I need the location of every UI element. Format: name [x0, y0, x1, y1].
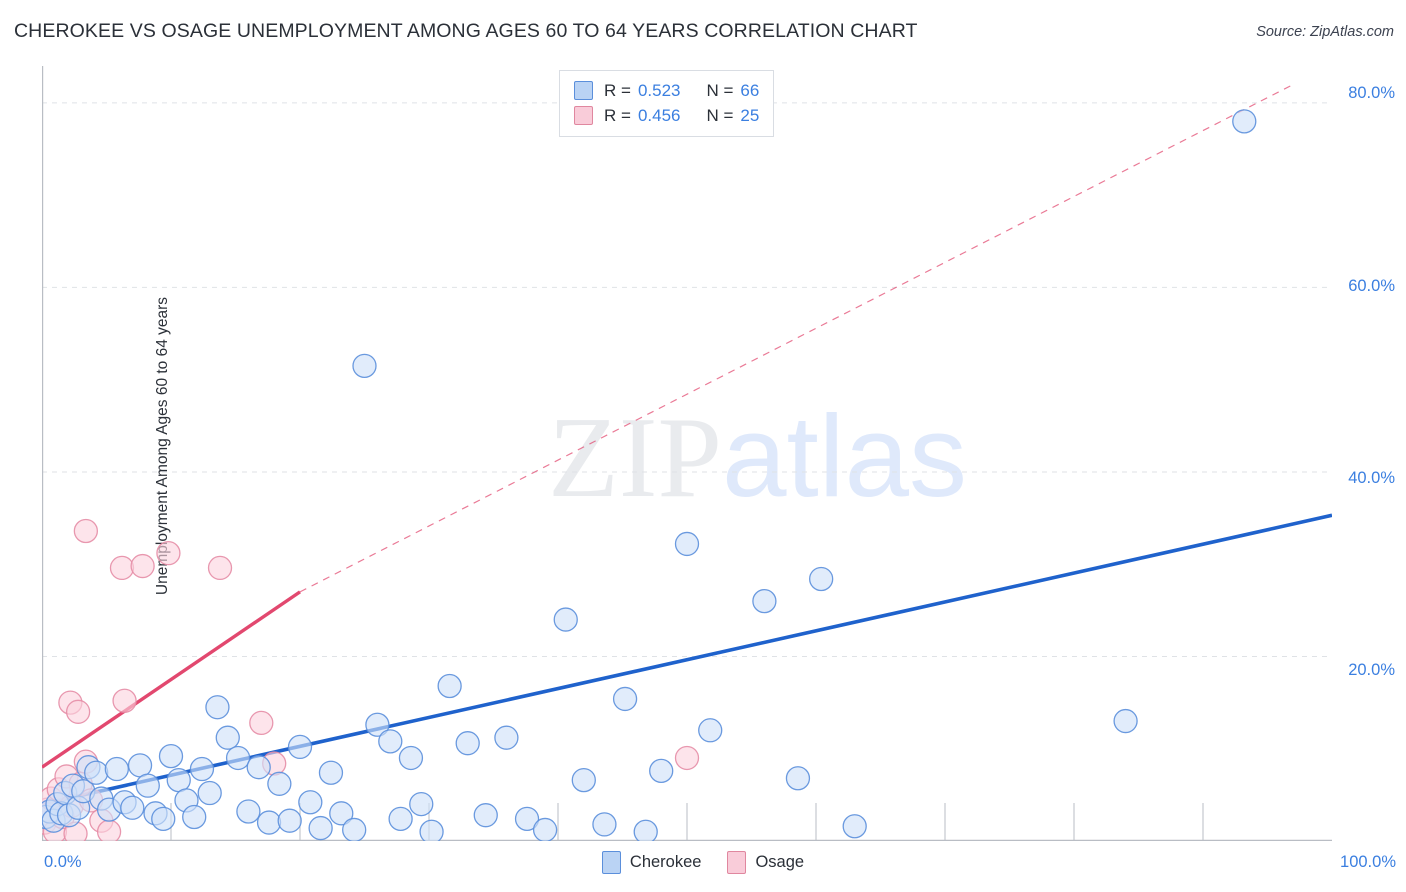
data-point: [225, 745, 251, 771]
data-point: [318, 760, 344, 785]
n-label-cherokee: N =: [706, 80, 734, 100]
n-label-osage: N =: [706, 105, 734, 125]
data-point: [352, 353, 377, 379]
data-point: [455, 731, 480, 756]
data-point: [277, 808, 302, 833]
data-point: [112, 688, 137, 713]
legend-label-cherokee: Cherokee: [629, 853, 702, 871]
data-point: [246, 755, 271, 780]
data-point: [398, 745, 424, 771]
data-point: [329, 801, 354, 826]
data-point: [130, 553, 155, 579]
cherokee-points: [42, 109, 1257, 841]
legend-item-cherokee[interactable]: Cherokee: [601, 851, 702, 874]
data-point: [215, 725, 240, 750]
data-point: [120, 795, 145, 820]
data-point: [308, 815, 333, 841]
data-point: [785, 766, 811, 791]
data-point: [674, 531, 700, 557]
y-tick-label-1: 60.0%: [1348, 277, 1395, 295]
data-point: [267, 771, 292, 796]
osage-trend-line: [42, 590, 301, 769]
data-point: [1232, 109, 1257, 134]
x-tick-label-max: 100.0%: [1340, 853, 1396, 871]
n-value-osage: 25: [740, 105, 760, 125]
trend-lines: [42, 83, 1332, 806]
data-point: [532, 817, 558, 841]
gridlines: [42, 102, 1332, 657]
data-point: [205, 695, 230, 720]
plot-area: [42, 66, 1332, 841]
data-point: [84, 760, 109, 785]
data-point: [633, 819, 658, 841]
stats-row-osage: R = 0.456 N = 25: [574, 103, 759, 128]
data-point: [437, 673, 462, 699]
data-point: [96, 819, 122, 841]
data-point: [514, 806, 540, 832]
data-point: [473, 803, 498, 828]
n-value-cherokee: 66: [740, 80, 760, 100]
data-point: [182, 804, 207, 830]
data-point: [494, 725, 519, 750]
page-title: CHEROKEE VS OSAGE UNEMPLOYMENT AMONG AGE…: [14, 20, 918, 42]
data-point: [649, 758, 674, 784]
data-point: [842, 814, 867, 839]
data-point: [388, 806, 413, 832]
osage-swatch-icon: [727, 851, 747, 874]
y-tick-label-2: 40.0%: [1348, 469, 1395, 487]
data-point: [1113, 708, 1138, 734]
data-point: [104, 756, 129, 782]
blue-swatch-icon: [574, 81, 593, 100]
data-point: [166, 767, 191, 793]
legend-label-osage: Osage: [755, 853, 805, 871]
correlation-stats-legend: R = 0.523 N = 66 R = 0.456 N = 25: [559, 70, 775, 137]
data-point: [409, 791, 434, 817]
y-tick-label-0: 80.0%: [1348, 84, 1395, 102]
data-point: [809, 566, 834, 592]
data-point: [197, 780, 222, 806]
data-point: [342, 817, 367, 841]
data-point: [378, 729, 403, 754]
data-point: [674, 745, 700, 771]
pink-swatch-icon: [574, 106, 593, 125]
r-value-osage: 0.456: [637, 105, 681, 125]
data-point: [592, 812, 617, 837]
data-point: [207, 555, 233, 581]
stats-row-cherokee: R = 0.523 N = 66: [574, 78, 759, 103]
data-point: [135, 773, 160, 798]
x-tick-label-min: 0.0%: [44, 853, 82, 871]
data-point: [365, 712, 390, 737]
r-value-cherokee: 0.523: [637, 80, 681, 100]
data-point: [553, 607, 578, 632]
legend-item-osage[interactable]: Osage: [727, 851, 804, 874]
data-point: [256, 810, 282, 835]
data-point: [109, 555, 135, 581]
data-point: [151, 806, 176, 832]
data-point: [698, 718, 723, 743]
r-label-osage: R =: [604, 105, 631, 125]
data-point: [249, 710, 274, 736]
data-point: [419, 819, 444, 841]
data-point: [287, 734, 313, 760]
data-point: [127, 753, 153, 778]
data-point: [65, 699, 91, 724]
data-point: [189, 756, 215, 782]
data-point: [752, 588, 777, 614]
source-label: Source: ZipAtlas.com: [1256, 24, 1394, 40]
data-point: [156, 540, 181, 566]
scatter-plot-svg: [42, 66, 1332, 841]
osage-trend-extension: [299, 83, 1294, 593]
data-point: [571, 767, 596, 793]
y-tick-label-3: 20.0%: [1348, 661, 1395, 679]
cherokee-swatch-icon: [601, 851, 621, 874]
r-label-cherokee: R =: [604, 80, 631, 100]
data-point: [236, 799, 261, 824]
data-point: [73, 518, 99, 544]
data-point: [612, 686, 638, 712]
series-legend: Cherokee Osage: [0, 851, 1406, 874]
data-point: [298, 790, 323, 815]
data-point: [158, 743, 184, 769]
